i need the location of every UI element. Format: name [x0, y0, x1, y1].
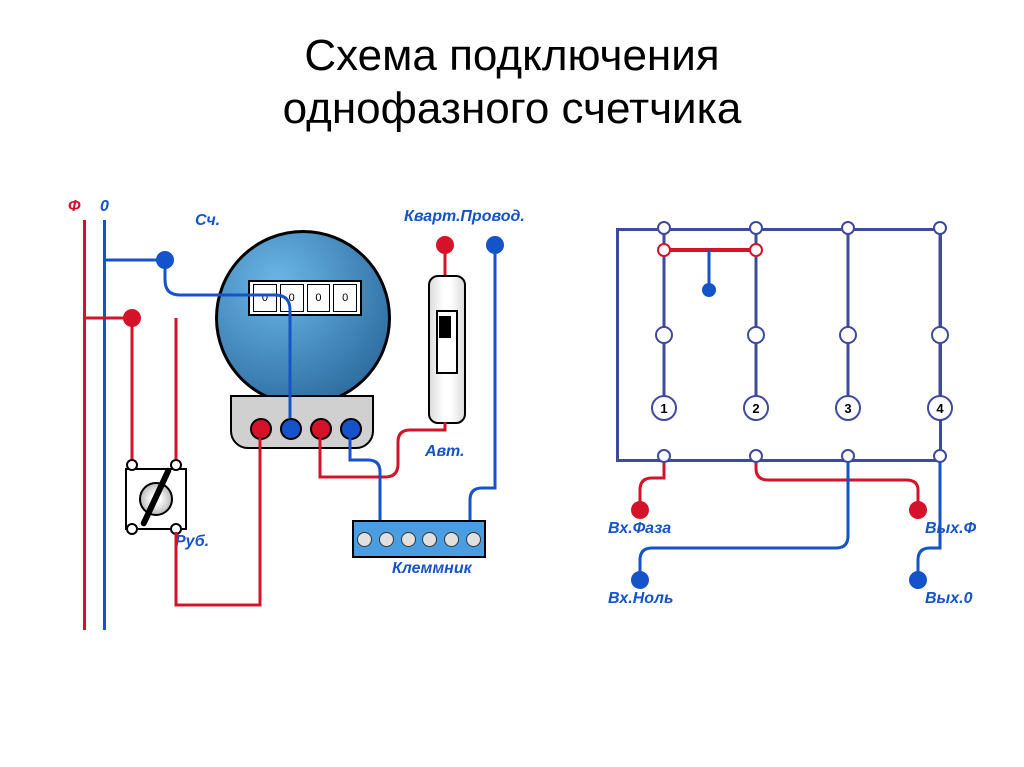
- terminal-screw: [379, 532, 394, 547]
- frame-node: [841, 221, 855, 235]
- meter-term-4: [340, 418, 362, 440]
- avt-label: Авт.: [425, 443, 464, 461]
- meter-label: Сч.: [195, 212, 220, 230]
- terminal-4: 4: [927, 395, 953, 421]
- meter-term-1: [250, 418, 272, 440]
- klem-label: Клеммник: [392, 560, 472, 578]
- meter-term-3: [310, 418, 332, 440]
- supply-neutral-wire: [103, 220, 106, 630]
- node: [436, 236, 454, 254]
- diagram: Ф 0 0 0 0 0 Сч. Руб. Авт. Клеммник Кварт…: [0, 190, 1024, 750]
- terminal-3: 3: [835, 395, 861, 421]
- exit-node: [933, 449, 947, 463]
- mid-node: [931, 326, 949, 344]
- schematic-frame: [616, 228, 942, 462]
- terminal-screw: [401, 532, 416, 547]
- mid-node: [839, 326, 857, 344]
- terminal-screw: [466, 532, 481, 547]
- title-line2: однофазного счетчика: [283, 84, 742, 133]
- mid-node: [655, 326, 673, 344]
- frame-node: [657, 221, 671, 235]
- exit-node: [657, 449, 671, 463]
- meter-digit: 0: [333, 284, 357, 312]
- in-phase-node: [631, 501, 649, 519]
- breaker-button-icon: [439, 316, 451, 338]
- bus-node: [702, 283, 716, 297]
- supply-phase-wire: [83, 220, 86, 630]
- meter-digit: 0: [307, 284, 331, 312]
- terminal-screw: [444, 532, 459, 547]
- in-neutral-node: [631, 571, 649, 589]
- neutral-label: 0: [100, 198, 109, 216]
- out-neutral-label: Вых.0: [925, 590, 972, 608]
- node: [123, 309, 141, 327]
- page-title: Схема подключения однофазного счетчика: [0, 0, 1024, 136]
- node: [486, 236, 504, 254]
- out-phase-label: Вых.Ф: [925, 520, 976, 538]
- title-line1: Схема подключения: [304, 31, 719, 80]
- terminal-block-icon: [352, 520, 486, 558]
- meter-display: 0 0 0 0: [248, 280, 362, 316]
- terminal-screw: [422, 532, 437, 547]
- out-neutral-node: [909, 571, 927, 589]
- exit-node: [841, 449, 855, 463]
- in-neutral-label: Вх.Ноль: [608, 590, 673, 608]
- bus-node: [749, 243, 763, 257]
- exit-node: [749, 449, 763, 463]
- meter-icon: [215, 230, 391, 406]
- kvart-label: Кварт.Провод.: [404, 208, 525, 226]
- meter-term-2: [280, 418, 302, 440]
- meter-digit: 0: [253, 284, 277, 312]
- terminal-2: 2: [743, 395, 769, 421]
- bus-node: [657, 243, 671, 257]
- rub-label: Руб.: [175, 533, 209, 551]
- mid-node: [747, 326, 765, 344]
- frame-node: [749, 221, 763, 235]
- in-phase-label: Вх.Фаза: [608, 520, 671, 538]
- node: [156, 251, 174, 269]
- out-phase-node: [909, 501, 927, 519]
- meter-digit: 0: [280, 284, 304, 312]
- terminal-screw: [357, 532, 372, 547]
- phase-label: Ф: [68, 198, 81, 216]
- frame-node: [933, 221, 947, 235]
- terminal-1: 1: [651, 395, 677, 421]
